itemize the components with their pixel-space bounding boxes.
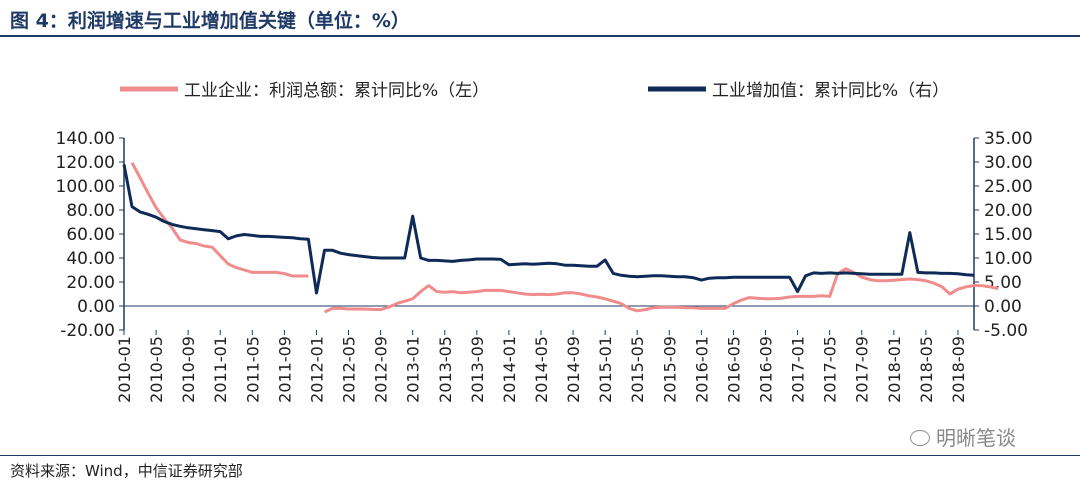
y-axis-left-ticks: 140.00 120.00 100.00 80.00 60.00 40.00 20.00 0.… — [56, 129, 124, 341]
page-title: 图 4：利润增速与工业增加值关键（单位：%） — [10, 10, 410, 32]
y-left-tick-label: 20.00 — [66, 273, 115, 293]
y-right-tick-label: 10.00 — [984, 249, 1033, 269]
y-right-tick-label: 0.00 — [984, 297, 1022, 317]
legend-label-profit: 工业企业：利润总额：累计同比%（左） — [184, 81, 489, 101]
x-tick-label: 2018-05 — [917, 336, 936, 403]
x-tick-label: 2011-09 — [275, 336, 294, 403]
x-tick-label: 2018-09 — [949, 336, 968, 403]
x-tick-label: 2017-09 — [853, 336, 872, 403]
y-left-tick-label: 80.00 — [66, 201, 115, 221]
x-tick-label: 2014-01 — [500, 336, 519, 403]
series-lines — [122, 161, 999, 314]
x-tick-label: 2010-09 — [179, 336, 198, 403]
x-tick-label: 2013-05 — [436, 336, 455, 403]
x-tick-label: 2016-09 — [757, 336, 776, 403]
x-tick-label: 2012-09 — [372, 336, 391, 403]
x-tick-label: 2012-05 — [340, 336, 359, 403]
y-right-tick-label: 30.00 — [984, 153, 1033, 173]
y-right-tick-label: 35.00 — [984, 129, 1033, 149]
x-tick-label: 2015-05 — [628, 336, 647, 403]
watermark: 明晰笔谈 — [910, 422, 1016, 451]
legend-label-industrial-value: 工业增加值：累计同比%（右） — [712, 81, 949, 101]
y-right-tick-label: 15.00 — [984, 225, 1033, 245]
legend: 工业企业：利润总额：累计同比%（左） 工业增加值：累计同比%（右） — [120, 81, 949, 101]
footer-divider — [0, 455, 1080, 456]
y-left-tick-label: 40.00 — [66, 249, 115, 269]
wechat-icon — [910, 430, 930, 446]
x-tick-label: 2014-09 — [564, 336, 583, 403]
y-left-tick-label: 140.00 — [56, 129, 115, 149]
y-left-tick-label: 0.00 — [77, 297, 115, 317]
x-tick-label: 2013-01 — [404, 336, 423, 403]
x-tick-label: 2017-05 — [821, 336, 840, 403]
y-right-tick-label: 5.00 — [984, 273, 1022, 293]
line-chart: 工业企业：利润总额：累计同比%（左） 工业增加值：累计同比%（右） 140.00… — [56, 81, 1033, 403]
x-tick-label: 2016-05 — [724, 336, 743, 403]
series-line-profit — [130, 161, 999, 314]
title-divider — [0, 35, 1080, 37]
x-tick-label: 2011-05 — [243, 336, 262, 403]
y-right-tick-label: 20.00 — [984, 201, 1033, 221]
x-tick-label: 2010-05 — [147, 336, 166, 403]
x-tick-label: 2016-01 — [692, 336, 711, 403]
watermark-text: 明晰笔谈 — [936, 426, 1016, 450]
y-right-tick-label: -5.00 — [984, 321, 1028, 341]
y-left-tick-label: -20.00 — [60, 321, 115, 341]
y-axis-right-ticks: 35.00 30.00 25.00 20.00 15.00 10.00 5.00 0.00 -5… — [974, 129, 1033, 341]
x-tick-label: 2012-01 — [307, 336, 326, 403]
x-axis-ticks: 2010-01 2010-05 2010-09 2011-01 2011-05 2011-… — [115, 330, 968, 403]
x-tick-label: 2018-01 — [885, 336, 904, 403]
x-tick-label: 2011-01 — [211, 336, 230, 403]
series-line-industrial-value — [122, 164, 975, 295]
x-tick-label: 2017-01 — [789, 336, 808, 403]
y-left-tick-label: 100.00 — [56, 177, 115, 197]
y-right-tick-label: 25.00 — [984, 177, 1033, 197]
x-tick-label: 2014-05 — [532, 336, 551, 403]
x-tick-label: 2013-09 — [468, 336, 487, 403]
source-note: 资料来源：Wind，中信证券研究部 — [10, 462, 243, 480]
y-left-tick-label: 60.00 — [66, 225, 115, 245]
x-tick-label: 2015-09 — [660, 336, 679, 403]
y-left-tick-label: 120.00 — [56, 153, 115, 173]
x-tick-label: 2010-01 — [115, 336, 134, 403]
x-tick-label: 2015-01 — [596, 336, 615, 403]
